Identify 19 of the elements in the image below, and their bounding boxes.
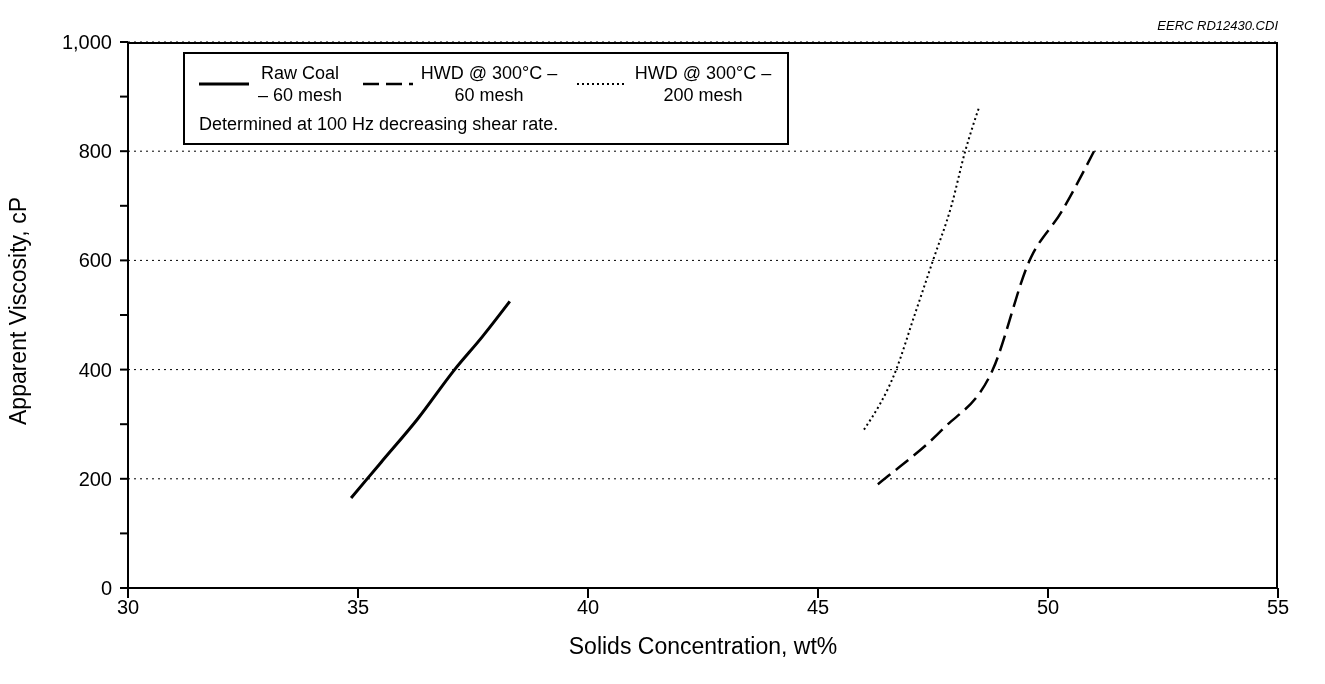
y-tick-label: 800 (78, 140, 112, 163)
legend-label: HWD @ 300°C – 60 mesh (419, 62, 559, 106)
legend-label: HWD @ 300°C – 200 mesh (633, 62, 773, 106)
x-tick-label: 55 (1266, 596, 1290, 619)
annotation: Determined at 100 Hz decreasing shear rate. (199, 114, 560, 135)
x-tick-label: 50 (1036, 596, 1060, 619)
y-tick-label: 1,000 (61, 31, 112, 53)
y-axis-title: Apparent Viscosity, cP (5, 197, 32, 425)
text: EERC RD12430.CDI (1157, 18, 1278, 33)
x-tick-label: 35 (346, 596, 370, 619)
x-tick-label: 30 (116, 596, 140, 619)
y-tick-label: 200 (78, 467, 112, 490)
legend-label: Raw Coal – 60 mesh (256, 62, 344, 106)
y-tick-label: 0 (100, 577, 112, 599)
x-axis-title: Solids Concentration, wt% (568, 633, 838, 659)
x-tick-label: 40 (576, 596, 600, 619)
y-tick-label: 600 (78, 249, 112, 272)
x-tick-label: 45 (806, 596, 830, 619)
y-tick-label: 400 (78, 358, 112, 381)
